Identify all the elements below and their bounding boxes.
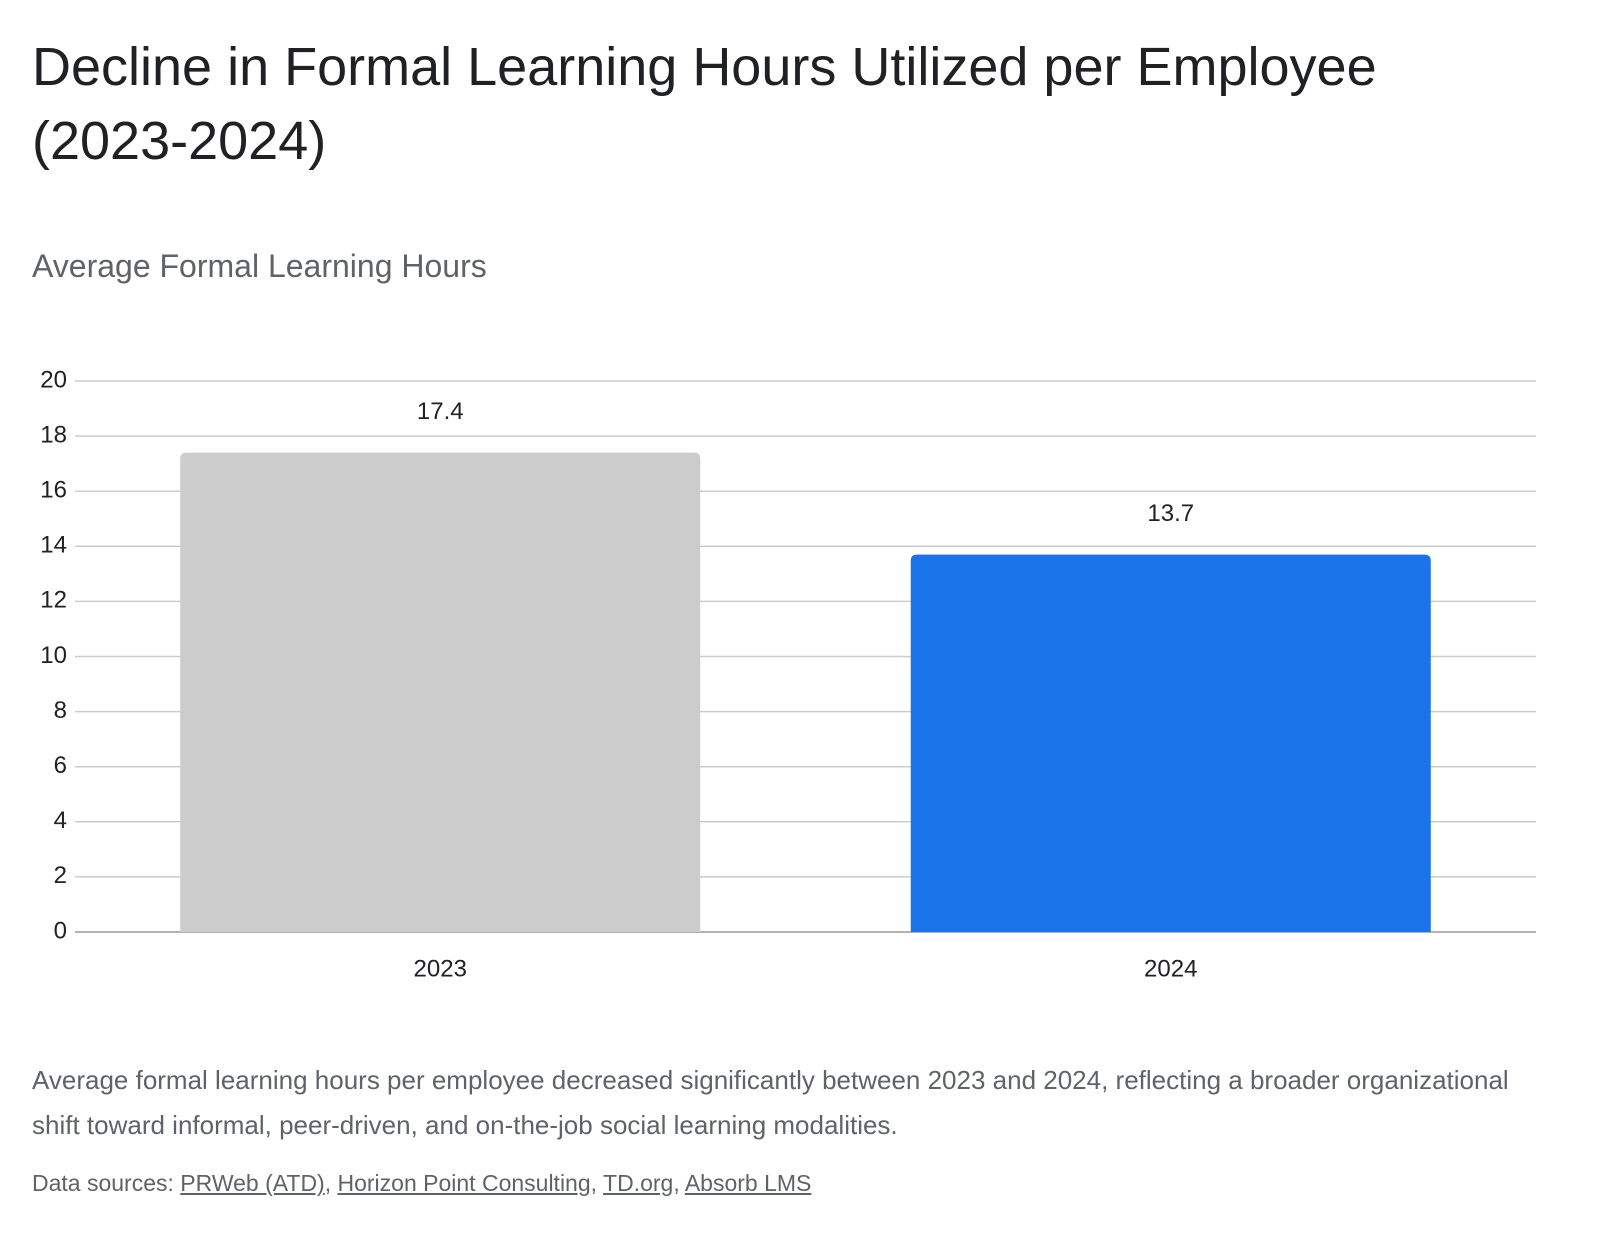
y-tick-label: 18 [40,421,67,448]
separator: , [324,1170,332,1196]
y-tick-label: 8 [54,697,67,724]
y-tick-label: 6 [54,752,67,779]
chart-title: Decline in Formal Learning Hours Utilize… [32,37,1377,171]
x-tick-label: 2024 [1144,955,1197,982]
source-link[interactable]: TD.org [603,1170,674,1196]
y-tick-label: 20 [40,366,67,393]
value-label: 17.4 [417,398,464,425]
bar [180,452,701,932]
source-link[interactable]: Absorb LMS [684,1170,812,1196]
sources-label: Data sources: [32,1170,174,1196]
y-tick-label: 16 [40,477,67,504]
separator: , [673,1170,680,1196]
y-tick-label: 14 [40,532,67,559]
source-link[interactable]: PRWeb (ATD) [180,1170,325,1196]
bar [910,554,1431,932]
value-label: 13.7 [1147,500,1194,527]
y-tick-label: 4 [54,807,67,834]
separator: , [590,1170,598,1196]
y-tick-label: 10 [40,642,67,669]
y-tick-label: 0 [54,917,67,944]
chart: 0 2 4 6 8 10 12 14 16 18 20 2023 17.4 2024 13.7 [40,366,1536,982]
x-tick-label: 2023 [414,955,467,982]
sources: Data sources: PRWeb (ATD), Horizon Point… [32,1170,811,1197]
description: Average formal learning hours per employ… [32,1065,1509,1140]
y-tick-label: 12 [40,587,67,614]
y-tick-label: 2 [54,862,67,889]
source-link[interactable]: Horizon Point Consulting [337,1170,591,1196]
chart-subtitle: Average Formal Learning Hours [32,248,487,284]
